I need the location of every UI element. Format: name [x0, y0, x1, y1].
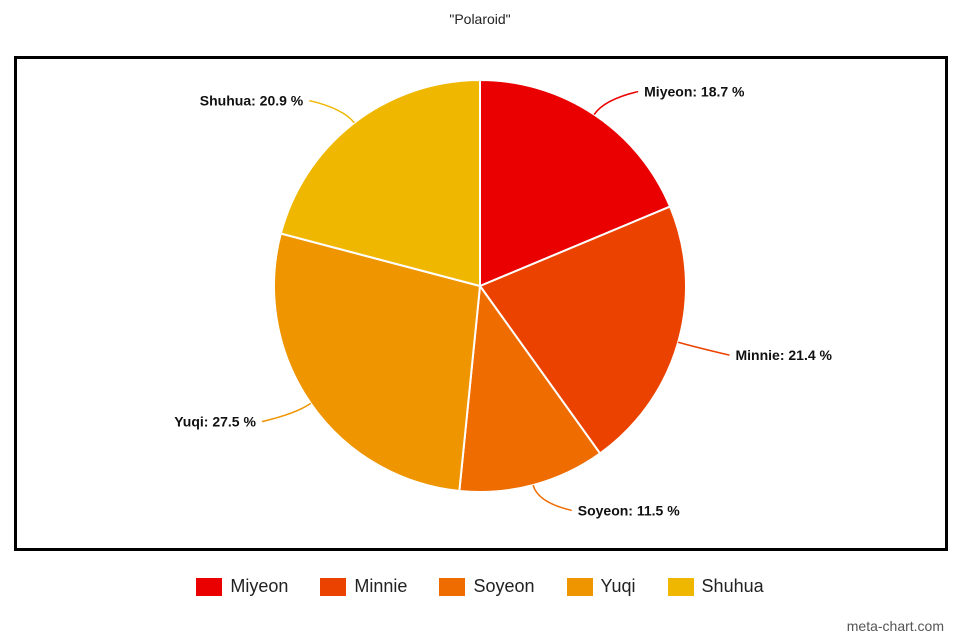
legend: Miyeon Minnie Soyeon Yuqi Shuhua [0, 576, 960, 597]
leader-line-minnie [677, 341, 730, 356]
legend-swatch [196, 577, 223, 596]
pie-slice-yuqi [273, 232, 482, 493]
pie-label-miyeon: Miyeon: 18.7 % [644, 84, 745, 100]
pie-label-minnie: Minnie: 21.4 % [735, 347, 832, 363]
leader-line-yuqi [261, 402, 312, 423]
leader-line-shuhua [309, 99, 355, 124]
legend-swatch [566, 577, 593, 596]
legend-item-yuqi[interactable]: Yuqi [566, 576, 636, 597]
legend-item-soyeon[interactable]: Soyeon [439, 576, 535, 597]
chart-title: "Polaroid" [449, 11, 511, 27]
watermark: meta-chart.com [846, 618, 944, 634]
leader-line-soyeon [532, 484, 572, 512]
legend-label: Minnie [354, 576, 408, 596]
plot-area: Miyeon: 18.7 % Minnie: 21.4 % Soyeon: 11.5… [14, 56, 948, 551]
legend-label: Shuhua [701, 576, 764, 596]
legend-label: Yuqi [600, 576, 636, 596]
pie-slice-miyeon [479, 78, 672, 288]
legend-label: Soyeon [473, 576, 535, 596]
legend-label: Miyeon [230, 576, 289, 596]
pie-label-shuhua: Shuhua: 20.9 % [200, 93, 304, 109]
pie-slice-soyeon [458, 283, 602, 493]
legend-item-shuhua[interactable]: Shuhua [667, 576, 764, 597]
legend-item-miyeon[interactable]: Miyeon [196, 576, 288, 597]
legend-swatch [439, 577, 466, 596]
pie-slice-shuhua [279, 78, 481, 288]
leader-line-miyeon [593, 90, 639, 115]
legend-swatch [667, 577, 694, 596]
pie-label-yuqi: Yuqi: 27.5 % [174, 414, 256, 430]
pie-chart: Miyeon: 18.7 % Minnie: 21.4 % Soyeon: 11.5… [174, 78, 833, 518]
legend-swatch [320, 577, 347, 596]
pie-label-soyeon: Soyeon: 11.5 % [578, 502, 680, 518]
legend-item-minnie[interactable]: Minnie [320, 576, 407, 597]
